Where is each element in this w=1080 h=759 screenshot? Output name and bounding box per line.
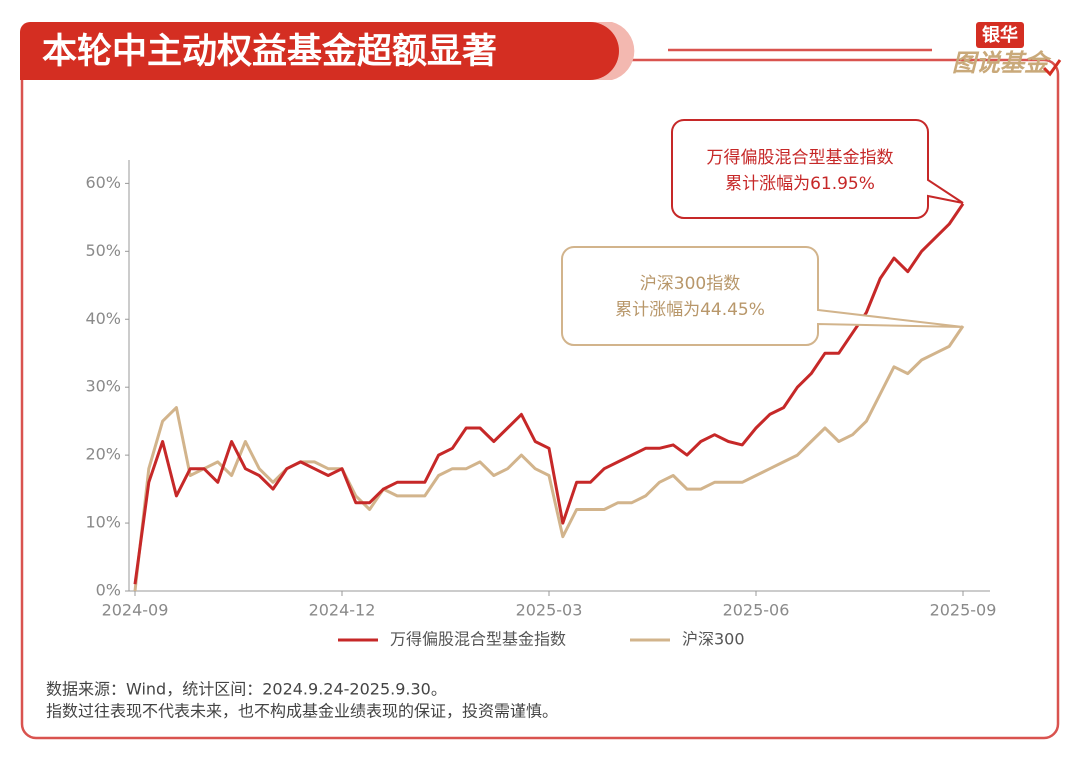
annotation: 累计涨幅为61.95% <box>725 174 875 194</box>
annotation: 沪深300指数 <box>640 274 740 294</box>
y-tick-label: 30% <box>85 377 121 396</box>
callout-red <box>671 119 964 219</box>
callout-tan <box>561 246 964 346</box>
legend-label: 万得偏股混合型基金指数 <box>390 630 566 649</box>
y-tick-label: 20% <box>85 445 121 464</box>
x-tick-label: 2025-06 <box>723 601 790 620</box>
y-tick-label: 50% <box>85 241 121 260</box>
brand-top: 银华 <box>982 24 1018 46</box>
y-tick-label: 10% <box>85 513 121 532</box>
note: 数据来源：Wind，统计区间：2024.9.24-2025.9.30。 <box>46 680 447 699</box>
plot: 0% 10% 20% 30% 40% 50% 60% 2024-09 2024-12 2025-0… <box>85 173 996 649</box>
x-tick-label: 2025-09 <box>930 601 997 620</box>
brand-bottom: 图说基金 <box>952 49 1052 77</box>
x-tick-label: 2025-03 <box>516 601 583 620</box>
brand-check <box>1042 59 1062 77</box>
series-line <box>133 325 965 592</box>
y-tick-label: 0% <box>96 581 121 600</box>
x-tick-label: 2024-12 <box>309 601 376 620</box>
series-line <box>133 202 965 585</box>
annotation: 万得偏股混合型基金指数 <box>707 148 894 168</box>
title: 本轮中主动权益基金超额显著 <box>42 31 497 72</box>
note: 指数过往表现不代表未来，也不构成基金业绩表现的保证，投资需谨慎。 <box>46 702 558 721</box>
annotation: 累计涨幅为44.45% <box>615 300 765 320</box>
y-tick-label: 40% <box>85 309 121 328</box>
legend-label: 沪深300 <box>682 630 745 649</box>
x-tick-label: 2024-09 <box>102 601 169 620</box>
brand-box <box>976 22 1024 48</box>
banner <box>20 22 619 80</box>
y-tick-label: 60% <box>85 173 121 192</box>
